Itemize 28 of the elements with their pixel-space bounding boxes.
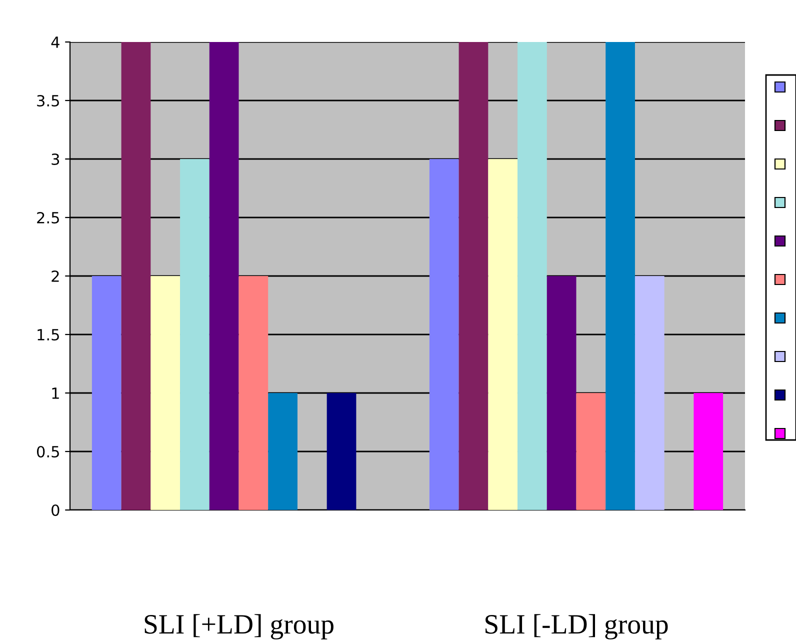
bar bbox=[576, 393, 606, 510]
bar bbox=[121, 42, 151, 510]
y-tick-label: 4 bbox=[51, 36, 60, 48]
y-tick-label: 1 bbox=[52, 388, 59, 399]
y-tick-label: 1.5 bbox=[38, 329, 59, 341]
y-tick-label: 2 bbox=[52, 270, 59, 282]
bar bbox=[209, 42, 239, 510]
y-tick-label: 3.5 bbox=[37, 94, 59, 107]
x-tick-label: SLI [+LD] group bbox=[144, 614, 334, 640]
bar bbox=[180, 159, 210, 510]
bar bbox=[150, 276, 180, 510]
bar bbox=[694, 393, 724, 510]
bar bbox=[518, 42, 547, 510]
bar bbox=[458, 42, 488, 510]
x-tick-label: SLI [-LD] group bbox=[486, 614, 668, 640]
bar bbox=[92, 276, 122, 510]
bar bbox=[326, 393, 356, 510]
bar bbox=[606, 42, 635, 510]
bar bbox=[546, 276, 576, 510]
y-tick-label: 3 bbox=[52, 153, 60, 166]
y-tick-label: 2.5 bbox=[37, 212, 59, 224]
bar bbox=[634, 276, 664, 510]
bar bbox=[488, 159, 518, 510]
y-tick-label: 0 bbox=[52, 504, 60, 516]
bar bbox=[429, 159, 459, 510]
y-tick-label: 0.5 bbox=[36, 446, 59, 458]
bar bbox=[268, 393, 298, 510]
bar bbox=[238, 276, 268, 510]
